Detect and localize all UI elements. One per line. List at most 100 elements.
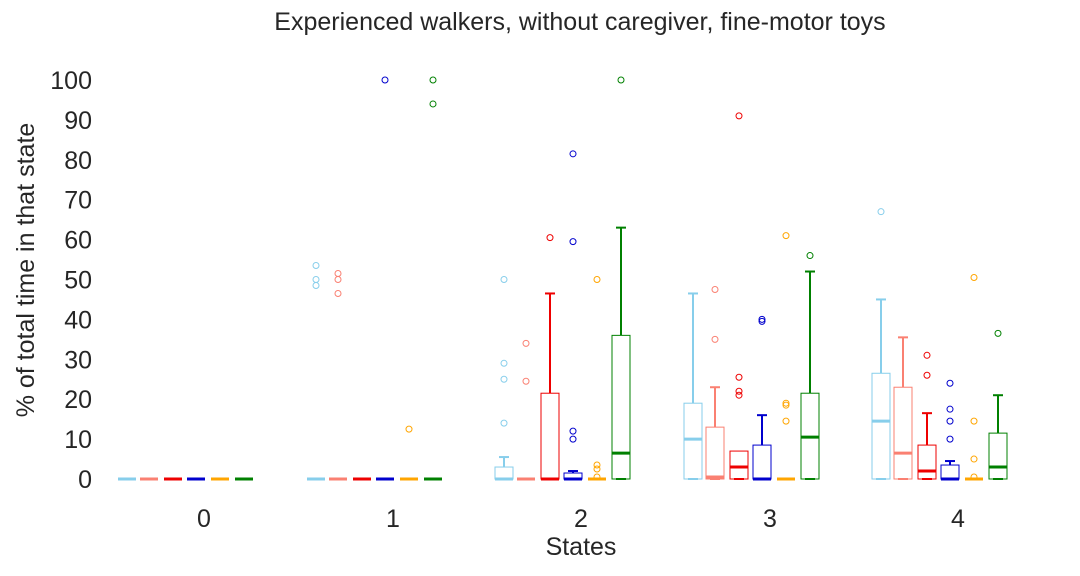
box <box>705 285 725 480</box>
box <box>683 292 703 480</box>
outlier-point <box>923 351 931 359</box>
outlier-point <box>569 435 577 443</box>
x-axis-ticks: 0 1 2 3 4 <box>197 505 965 533</box>
box-body <box>893 386 913 480</box>
box <box>777 232 795 481</box>
outlier-point <box>381 76 389 84</box>
x-tick-label: 4 <box>951 505 965 533</box>
outlier-point <box>782 417 790 425</box>
outlier-point <box>334 289 342 297</box>
outlier-point <box>735 373 743 381</box>
box <box>563 150 583 481</box>
box-body <box>729 450 749 480</box>
outlier-point <box>877 208 885 216</box>
outlier-point <box>711 335 719 343</box>
box-body <box>752 444 772 480</box>
box-body <box>683 402 703 480</box>
box-body <box>494 466 514 480</box>
outlier-point <box>923 371 931 379</box>
y-tick-label: 70 <box>64 187 92 215</box>
outlier-point <box>312 276 320 283</box>
y-axis-label: % of total time in that state <box>12 123 40 418</box>
box <box>893 336 913 480</box>
outlier-point <box>946 379 954 387</box>
outlier-point <box>429 76 437 84</box>
box <box>329 270 347 481</box>
box <box>800 252 820 480</box>
box-body <box>917 444 937 480</box>
box <box>871 208 891 480</box>
outlier-point <box>711 285 719 293</box>
x-tick-label: 3 <box>763 505 777 533</box>
chart-title: Experienced walkers, without caregiver, … <box>274 8 886 36</box>
box <box>517 339 535 481</box>
outlier-point <box>593 465 601 473</box>
outlier-point <box>970 473 978 481</box>
box-body <box>705 426 725 480</box>
outlier-point <box>593 461 601 469</box>
box <box>988 329 1008 480</box>
outlier-point <box>946 417 954 425</box>
box-body <box>871 372 891 480</box>
outlier-point <box>522 339 530 347</box>
y-tick-label: 60 <box>64 227 92 255</box>
outlier-point <box>593 276 601 283</box>
box-body <box>940 464 960 480</box>
outlier-point <box>334 276 342 283</box>
outlier-point <box>758 315 766 323</box>
box <box>965 274 983 481</box>
outlier-point <box>946 405 954 413</box>
outlier-point <box>334 270 342 278</box>
outlier-point <box>782 399 790 407</box>
x-axis-label: States <box>546 533 617 561</box>
outlier-point <box>500 375 508 383</box>
box <box>376 76 394 481</box>
box <box>424 76 442 481</box>
box-series <box>118 76 1008 481</box>
box <box>917 351 937 480</box>
outlier-point <box>970 455 978 463</box>
box <box>588 276 606 481</box>
outlier-point <box>782 232 790 240</box>
x-tick-label: 1 <box>386 505 400 533</box>
outlier-point <box>500 359 508 367</box>
box <box>611 76 631 480</box>
outlier-point <box>617 76 625 84</box>
outlier-point <box>312 281 320 289</box>
box <box>307 262 325 481</box>
outlier-point <box>735 112 743 120</box>
outlier-point <box>546 234 554 242</box>
outlier-point <box>569 238 577 246</box>
y-tick-label: 10 <box>64 426 92 454</box>
box-body <box>540 392 560 480</box>
y-tick-label: 0 <box>78 466 92 494</box>
box <box>940 379 960 481</box>
y-tick-label: 30 <box>64 346 92 374</box>
outlier-point <box>946 435 954 443</box>
y-tick-label: 40 <box>64 306 92 334</box>
outlier-point <box>735 387 743 395</box>
outlier-point <box>782 401 790 409</box>
x-tick-label: 2 <box>574 505 588 533</box>
outlier-point <box>758 317 766 325</box>
y-tick-label: 90 <box>64 107 92 135</box>
outlier-point <box>735 391 743 399</box>
box-body <box>988 432 1008 480</box>
outlier-point <box>405 425 413 433</box>
box <box>494 276 514 481</box>
outlier-point <box>970 274 978 282</box>
x-tick-label: 0 <box>197 505 211 533</box>
box <box>729 112 749 480</box>
y-tick-label: 100 <box>50 67 92 95</box>
y-tick-label: 80 <box>64 147 92 175</box>
box <box>400 425 418 481</box>
outlier-point <box>522 377 530 385</box>
box-body <box>611 334 631 480</box>
outlier-point <box>500 276 508 283</box>
y-tick-label: 50 <box>64 267 92 295</box>
y-axis-ticks: 0 10 20 30 40 50 60 70 80 90 100 <box>50 67 92 494</box>
outlier-point <box>593 473 601 481</box>
outlier-point <box>569 150 577 158</box>
outlier-point <box>806 252 814 260</box>
